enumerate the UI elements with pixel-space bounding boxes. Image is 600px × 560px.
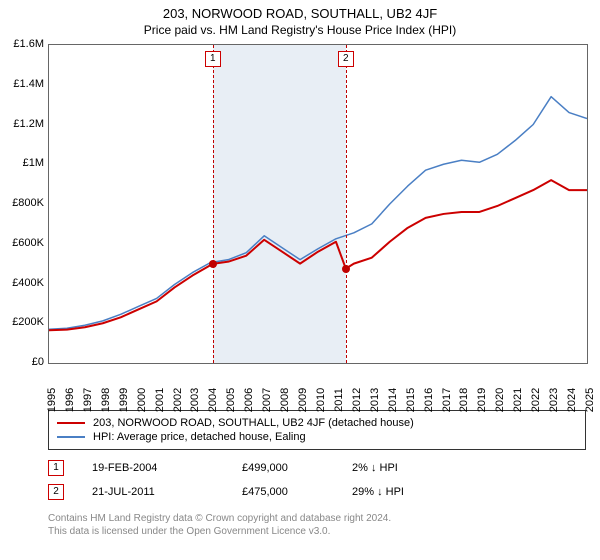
x-tick-label: 1999 [118, 388, 130, 412]
chart-container: 203, NORWOOD ROAD, SOUTHALL, UB2 4JF Pri… [0, 0, 600, 560]
legend-swatch [57, 422, 85, 424]
legend-swatch [57, 436, 85, 438]
x-tick-label: 2003 [189, 388, 201, 412]
y-tick-label: £0 [0, 356, 44, 368]
x-tick-label: 1995 [46, 388, 58, 412]
marker-vline [346, 45, 347, 363]
marker-dot [209, 260, 217, 268]
y-tick-label: £400K [0, 277, 44, 289]
y-tick-label: £1.4M [0, 78, 44, 90]
marker-dot [342, 265, 350, 273]
sale-price: £499,000 [242, 462, 352, 474]
x-tick-label: 2011 [333, 388, 345, 412]
y-tick-label: £1.6M [0, 38, 44, 50]
plot-area: 12 [48, 44, 588, 364]
x-tick-label: 2017 [441, 388, 453, 412]
chart-subtitle: Price paid vs. HM Land Registry's House … [0, 21, 600, 41]
sales-table: 1 19-FEB-2004 £499,000 2% ↓ HPI 2 21-JUL… [48, 456, 404, 504]
y-tick-label: £1M [0, 157, 44, 169]
x-tick-label: 2012 [351, 388, 363, 412]
legend-label: 203, NORWOOD ROAD, SOUTHALL, UB2 4JF (de… [93, 417, 414, 429]
x-tick-label: 2002 [172, 388, 184, 412]
x-tick-label: 2025 [584, 388, 596, 412]
x-tick-label: 2000 [136, 388, 148, 412]
marker-label-box: 2 [338, 51, 354, 67]
x-tick-label: 2005 [225, 388, 237, 412]
sale-diff: 29% ↓ HPI [352, 486, 404, 498]
legend-label: HPI: Average price, detached house, Eali… [93, 431, 306, 443]
x-tick-label: 2001 [154, 388, 166, 412]
x-tick-label: 2023 [548, 388, 560, 412]
x-tick-label: 2018 [458, 388, 470, 412]
x-tick-label: 2010 [315, 388, 327, 412]
sale-date: 19-FEB-2004 [92, 462, 242, 474]
x-tick-label: 1997 [82, 388, 94, 412]
marker-label-box: 1 [205, 51, 221, 67]
x-tick-label: 2016 [423, 388, 435, 412]
x-tick-label: 2008 [279, 388, 291, 412]
series-line [49, 180, 587, 330]
x-tick-label: 2024 [566, 388, 578, 412]
x-tick-label: 2004 [207, 388, 219, 412]
x-tick-label: 2019 [476, 388, 488, 412]
attribution: Contains HM Land Registry data © Crown c… [48, 512, 391, 538]
y-tick-label: £200K [0, 316, 44, 328]
sale-price: £475,000 [242, 486, 352, 498]
x-tick-label: 1998 [100, 388, 112, 412]
legend-item: 203, NORWOOD ROAD, SOUTHALL, UB2 4JF (de… [57, 416, 577, 430]
attribution-line: Contains HM Land Registry data © Crown c… [48, 512, 391, 525]
sale-marker-box: 2 [48, 484, 64, 500]
x-tick-label: 2007 [261, 388, 273, 412]
line-series-svg [49, 45, 587, 363]
sales-row: 1 19-FEB-2004 £499,000 2% ↓ HPI [48, 456, 404, 480]
sales-row: 2 21-JUL-2011 £475,000 29% ↓ HPI [48, 480, 404, 504]
legend: 203, NORWOOD ROAD, SOUTHALL, UB2 4JF (de… [48, 410, 586, 450]
x-tick-label: 2014 [387, 388, 399, 412]
x-tick-label: 2013 [369, 388, 381, 412]
x-tick-label: 2006 [243, 388, 255, 412]
x-tick-label: 2021 [512, 388, 524, 412]
sale-date: 21-JUL-2011 [92, 486, 242, 498]
series-line [49, 97, 587, 330]
marker-vline [213, 45, 214, 363]
x-tick-label: 2020 [494, 388, 506, 412]
attribution-line: This data is licensed under the Open Gov… [48, 525, 391, 538]
sale-diff: 2% ↓ HPI [352, 462, 398, 474]
y-tick-label: £800K [0, 197, 44, 209]
x-tick-label: 2009 [297, 388, 309, 412]
legend-item: HPI: Average price, detached house, Eali… [57, 430, 577, 444]
x-tick-label: 2022 [530, 388, 542, 412]
y-tick-label: £600K [0, 237, 44, 249]
x-tick-label: 2015 [405, 388, 417, 412]
chart-title: 203, NORWOOD ROAD, SOUTHALL, UB2 4JF [0, 0, 600, 21]
sale-marker-box: 1 [48, 460, 64, 476]
y-tick-label: £1.2M [0, 118, 44, 130]
x-tick-label: 1996 [64, 388, 76, 412]
